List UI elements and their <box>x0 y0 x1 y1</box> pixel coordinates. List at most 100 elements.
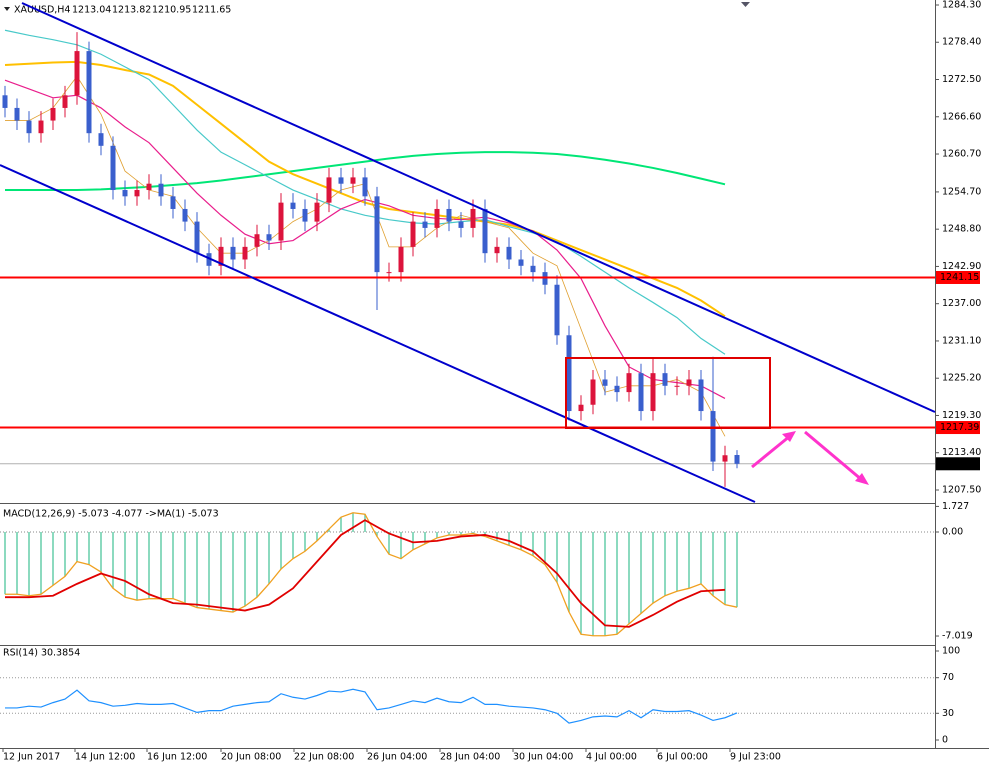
candle-body <box>458 221 464 228</box>
y-tick-label: 1207.50 <box>942 484 981 495</box>
histogram-bar <box>268 532 270 584</box>
chart-title: XAUUSD,H4 <box>14 5 70 16</box>
channel-upper <box>21 2 936 413</box>
candle-body <box>518 259 524 266</box>
candle-body <box>686 379 692 386</box>
histogram-bar <box>88 532 90 565</box>
candle-body <box>314 202 320 222</box>
histogram-bar <box>256 532 258 598</box>
ohlc-open: 1213.04 <box>72 5 111 16</box>
candle-body <box>530 265 536 273</box>
histogram-bar <box>364 514 366 533</box>
candle-body <box>698 379 704 412</box>
x-tick-label: 6 Jul 00:00 <box>657 752 708 763</box>
histogram-bar <box>292 532 294 559</box>
histogram-bar <box>64 532 66 577</box>
arrow-head <box>782 431 796 442</box>
histogram-bar <box>100 532 102 573</box>
x-tick-label: 16 Jun 12:00 <box>147 752 207 763</box>
drawings <box>0 2 936 503</box>
histogram-bar <box>232 532 234 613</box>
candle-body <box>386 272 392 274</box>
level-label: 1241.15 <box>940 272 979 283</box>
signal-line <box>5 519 726 628</box>
histogram-bar <box>40 532 42 595</box>
histogram-bar <box>736 532 738 608</box>
y-tick-label: 1254.70 <box>942 186 981 197</box>
histogram-bar <box>664 532 666 596</box>
candle-body <box>26 120 32 134</box>
candle-body <box>374 196 380 273</box>
moving-average <box>4 29 726 355</box>
y-tick-label: 1219.30 <box>942 410 981 421</box>
rsi-title: RSI(14) 30.3854 <box>3 648 80 659</box>
histogram-bar <box>628 532 630 624</box>
histogram-bar <box>592 532 594 636</box>
candle-body <box>554 284 560 336</box>
x-tick-label: 20 Jun 08:00 <box>221 752 281 763</box>
macd-title: MACD(12,26,9) -5.073 -4.077 ->MA(1) -5.0… <box>3 509 219 520</box>
x-tick-label: 9 Jul 23:00 <box>730 752 781 763</box>
candle-body <box>446 208 452 222</box>
histogram-bar <box>172 532 174 599</box>
histogram-bar <box>388 532 390 555</box>
histogram-bar <box>472 532 474 534</box>
histogram-bar <box>112 532 114 589</box>
histogram-bar <box>124 532 126 598</box>
y-tick-label: 70 <box>942 672 954 683</box>
candle-body <box>326 177 332 203</box>
histogram-bar <box>676 532 678 592</box>
histogram-bar <box>328 529 330 533</box>
histogram-bar <box>688 532 690 589</box>
candle-body <box>110 145 116 191</box>
candle-body <box>146 183 152 191</box>
histogram-bar <box>640 532 642 614</box>
level-label-box <box>936 270 980 284</box>
candle-body <box>290 202 296 209</box>
histogram-bar <box>652 532 654 604</box>
y-tick-label: 30 <box>942 708 954 719</box>
candle-body <box>650 373 656 412</box>
histogram-bar <box>532 532 534 556</box>
menu-arrow[interactable] <box>4 7 10 11</box>
rsi-line <box>5 688 738 724</box>
candle-body <box>98 133 104 146</box>
x-tick-label: 14 Jun 12:00 <box>75 752 135 763</box>
y-tick-label: 1.727 <box>942 501 969 512</box>
histogram-bar <box>400 532 402 559</box>
candle-body <box>734 455 740 464</box>
candle-body <box>422 221 428 228</box>
y-tick-label: 1237.00 <box>942 298 981 309</box>
y-tick-label: -7.019 <box>942 631 973 642</box>
histogram-bar <box>76 532 78 562</box>
ohlc-close: 1211.65 <box>192 5 231 16</box>
candle-body <box>506 246 512 260</box>
candle-body <box>410 221 416 247</box>
histogram-bar <box>376 532 378 537</box>
histogram-bar <box>616 532 618 635</box>
histogram-bar <box>148 532 150 599</box>
candle-body <box>710 411 716 462</box>
histogram-bar <box>556 532 558 583</box>
channel-lower <box>0 164 756 503</box>
histogram-bar <box>724 532 726 605</box>
range-box <box>565 357 771 429</box>
candle-body <box>662 373 668 386</box>
candle-body <box>62 95 68 108</box>
histogram-bar <box>424 532 426 544</box>
histogram-bar <box>460 532 462 535</box>
y-tick-label: 1272.50 <box>942 74 981 85</box>
histogram-bar <box>208 532 210 610</box>
candle-body <box>470 208 476 228</box>
candle-body <box>578 404 584 412</box>
candle-body <box>170 196 176 209</box>
candle-body <box>602 379 608 386</box>
candle-body <box>398 246 404 273</box>
shift-marker <box>741 2 750 7</box>
histogram-bar <box>16 532 18 595</box>
candle-body <box>14 107 20 121</box>
candle-body <box>38 120 44 134</box>
candle-body <box>86 51 92 134</box>
y-tick-label: 0.00 <box>942 527 963 538</box>
histogram-bar <box>160 532 162 599</box>
